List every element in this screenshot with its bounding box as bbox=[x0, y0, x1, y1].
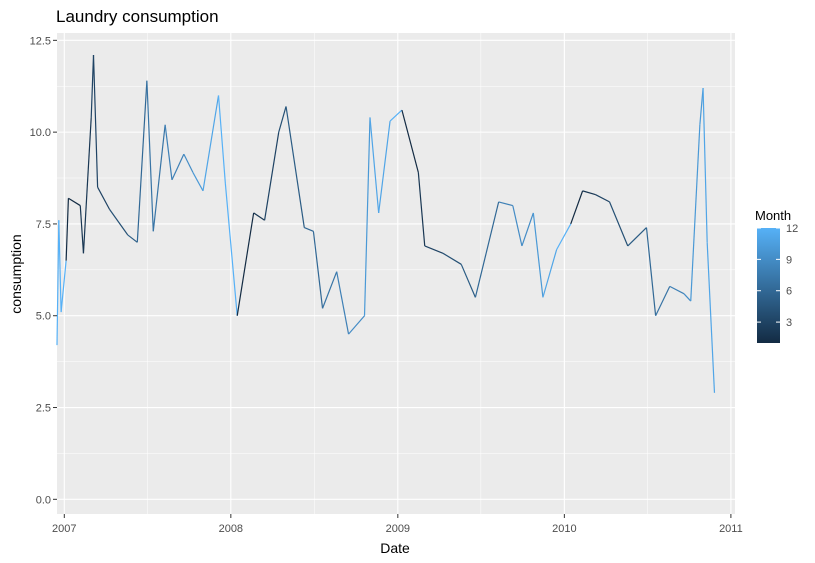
consumption-segment bbox=[79, 205, 85, 254]
consumption-segment bbox=[690, 124, 701, 302]
consumption-segment bbox=[542, 249, 558, 298]
consumption-segment bbox=[424, 245, 444, 254]
legend-label: 12 bbox=[786, 223, 798, 235]
y-tick-label: 0.0 bbox=[36, 494, 51, 506]
x-tick-label: 2010 bbox=[552, 523, 576, 535]
consumption-segment bbox=[582, 190, 596, 196]
color-legend: Month 12 9 6 3 bbox=[755, 208, 798, 343]
consumption-segment bbox=[65, 198, 70, 261]
consumption-segment bbox=[285, 106, 305, 228]
consumption-segment bbox=[264, 132, 280, 221]
x-axis-title: Date bbox=[380, 540, 410, 556]
consumption-segment bbox=[702, 88, 708, 243]
consumption-segment bbox=[136, 80, 148, 243]
consumption-segment bbox=[595, 194, 610, 203]
y-axis: 0.0 2.5 5.0 7.5 10.0 12.5 bbox=[30, 35, 57, 506]
legend-label: 3 bbox=[786, 317, 792, 329]
consumption-segment bbox=[60, 260, 67, 313]
consumption-segment bbox=[608, 201, 629, 247]
consumption-segment bbox=[321, 271, 338, 309]
consumption-segment bbox=[627, 227, 647, 247]
legend-label: 6 bbox=[786, 286, 792, 298]
x-tick-label: 2011 bbox=[719, 523, 743, 535]
legend-title: Month bbox=[755, 208, 791, 223]
consumption-segment bbox=[706, 242, 716, 393]
y-tick-label: 10.0 bbox=[30, 127, 51, 139]
plot-panel bbox=[57, 33, 735, 514]
consumption-segment bbox=[460, 264, 476, 298]
consumption-segment bbox=[127, 234, 138, 243]
consumption-segment bbox=[152, 124, 166, 232]
consumption-series bbox=[56, 55, 716, 393]
consumption-segment bbox=[183, 153, 194, 173]
consumption-segment bbox=[699, 88, 704, 125]
consumption-segment bbox=[512, 205, 523, 247]
consumption-segment bbox=[304, 227, 314, 232]
consumption-segment bbox=[389, 109, 403, 122]
x-tick-label: 2007 bbox=[52, 523, 76, 535]
consumption-segment bbox=[192, 172, 204, 192]
consumption-segment bbox=[669, 285, 685, 295]
consumption-segment bbox=[521, 212, 534, 247]
consumption-segment bbox=[97, 186, 110, 210]
consumption-segment bbox=[164, 124, 173, 180]
consumption-segment bbox=[58, 220, 62, 313]
consumption-segment bbox=[92, 55, 99, 188]
y-tick-label: 5.0 bbox=[36, 311, 51, 323]
consumption-segment bbox=[146, 80, 154, 232]
legend-ticks: 12 9 6 3 bbox=[757, 223, 798, 329]
legend-colorbar bbox=[757, 228, 780, 343]
consumption-segment bbox=[556, 223, 572, 250]
consumption-segment bbox=[224, 183, 238, 316]
consumption-segment bbox=[90, 55, 95, 118]
consumption-segment bbox=[253, 212, 265, 221]
y-tick-label: 12.5 bbox=[30, 35, 51, 47]
consumption-segment bbox=[498, 201, 513, 207]
consumption-segment bbox=[363, 117, 371, 316]
consumption-segment bbox=[417, 172, 426, 247]
consumption-segment bbox=[217, 95, 226, 184]
consumption-segment bbox=[312, 231, 324, 309]
consumption-segment bbox=[570, 190, 584, 225]
consumption-segment bbox=[108, 208, 129, 236]
consumption-segment bbox=[401, 109, 419, 173]
x-axis: 2007 2008 2009 2010 2011 bbox=[52, 514, 743, 535]
consumption-segment bbox=[645, 227, 657, 316]
consumption-segment bbox=[56, 220, 60, 346]
consumption-segment bbox=[202, 95, 220, 191]
consumption-segment bbox=[532, 212, 544, 298]
consumption-segment bbox=[68, 197, 81, 207]
chart-title: Laundry consumption bbox=[56, 7, 219, 26]
consumption-segment bbox=[474, 201, 500, 298]
x-tick-label: 2008 bbox=[219, 523, 243, 535]
consumption-segment bbox=[369, 117, 380, 213]
y-tick-label: 7.5 bbox=[36, 219, 51, 231]
consumption-segment bbox=[336, 271, 350, 335]
consumption-segment bbox=[655, 286, 671, 316]
consumption-segment bbox=[82, 117, 92, 254]
consumption-segment bbox=[378, 121, 391, 213]
consumption-segment bbox=[442, 252, 462, 265]
y-tick-label: 2.5 bbox=[36, 403, 51, 415]
legend-label: 9 bbox=[786, 254, 792, 266]
y-axis-title: consumption bbox=[8, 234, 24, 313]
consumption-segment bbox=[171, 153, 185, 181]
consumption-segment bbox=[236, 212, 255, 316]
gridlines bbox=[57, 33, 735, 514]
consumption-segment bbox=[683, 293, 692, 302]
x-tick-label: 2009 bbox=[386, 523, 410, 535]
consumption-segment bbox=[348, 315, 365, 335]
consumption-segment bbox=[278, 106, 287, 133]
